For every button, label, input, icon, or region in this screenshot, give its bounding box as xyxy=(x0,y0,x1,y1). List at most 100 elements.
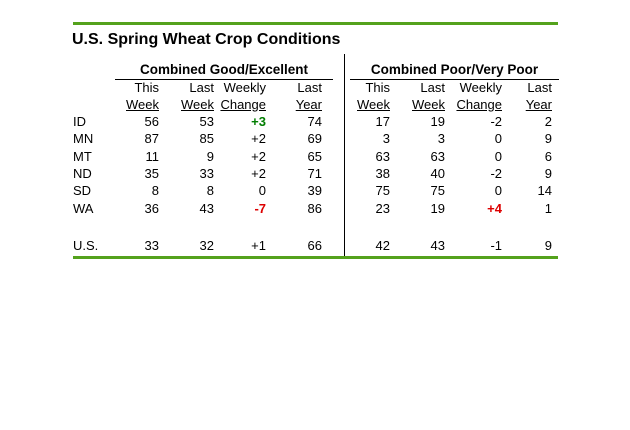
col-header-change: Change xyxy=(456,97,502,112)
last-year-value: 2 xyxy=(544,114,552,130)
weekly-change-value: +4 xyxy=(487,200,502,216)
pad-cell xyxy=(552,79,559,96)
this-week-value: 17 xyxy=(375,114,390,130)
col-header-this: This xyxy=(365,80,390,96)
spacer-row xyxy=(73,217,333,237)
table-row: 75 75 0 14 xyxy=(350,182,559,199)
last-year-value: 9 xyxy=(544,237,552,253)
table-row: MT 11 9 +2 65 xyxy=(73,148,333,165)
last-year-value: 39 xyxy=(307,183,322,199)
state-label: ND xyxy=(73,166,92,182)
state-label: SD xyxy=(73,183,92,199)
pad-cell xyxy=(552,148,559,165)
column-header-row-2: Week Week Change Year xyxy=(350,96,559,113)
last-year-value: 86 xyxy=(307,200,322,216)
table-row: 42 43 -1 9 xyxy=(350,237,559,254)
this-week-value: 38 xyxy=(375,166,390,182)
col-header-year: Year xyxy=(525,97,552,112)
this-week-value: 11 xyxy=(145,148,160,164)
weekly-change-value: 0 xyxy=(494,183,502,199)
weekly-change-value: -7 xyxy=(254,200,266,216)
table-row: SD 8 8 0 39 xyxy=(73,182,333,199)
col-header-weekly: Weekly xyxy=(459,80,502,96)
table-row: 23 19 +4 1 xyxy=(350,199,559,216)
pad-cell xyxy=(322,79,333,96)
last-week-value: 85 xyxy=(199,131,214,147)
section-header-good-excellent: Combined Good/Excellent xyxy=(115,60,334,80)
state-label: MT xyxy=(73,148,92,164)
last-week-value: 8 xyxy=(206,183,214,199)
col-header-week: Week xyxy=(126,97,159,112)
pad-cell xyxy=(322,165,333,182)
column-header-row-2: Week Week Change Year xyxy=(73,96,333,113)
this-week-value: 42 xyxy=(375,237,390,253)
last-week-value: 32 xyxy=(199,237,214,253)
section-divider-line xyxy=(344,54,345,256)
last-year-value: 65 xyxy=(307,148,322,164)
col-header-week: Week xyxy=(357,97,390,112)
empty-cell xyxy=(73,96,115,113)
weekly-change-value: 0 xyxy=(494,148,502,164)
last-week-value: 9 xyxy=(206,148,214,164)
spacer-row xyxy=(350,217,559,237)
table-row: U.S. 33 32 +1 66 xyxy=(73,237,333,254)
col-header-last: Last xyxy=(420,80,445,96)
state-label: ID xyxy=(73,114,86,130)
this-week-value: 8 xyxy=(151,183,159,199)
last-year-value: 9 xyxy=(544,131,552,147)
pad-cell xyxy=(552,237,559,254)
this-week-value: 3 xyxy=(382,131,390,147)
table-row: WA 36 43 -7 86 xyxy=(73,199,333,216)
pad-cell xyxy=(552,130,559,147)
section-header-poor-very-poor: Combined Poor/Very Poor xyxy=(350,60,560,80)
last-week-value: 43 xyxy=(430,237,445,253)
state-label: U.S. xyxy=(73,237,99,253)
this-week-value: 75 xyxy=(375,183,390,199)
last-week-value: 43 xyxy=(199,200,214,216)
weekly-change-value: -1 xyxy=(490,237,502,253)
col-header-last2: Last xyxy=(297,80,322,96)
last-week-value: 33 xyxy=(199,166,214,182)
empty-cell xyxy=(73,79,115,96)
this-week-value: 23 xyxy=(375,200,390,216)
this-week-value: 56 xyxy=(144,114,159,130)
col-header-weekly: Weekly xyxy=(223,80,266,96)
col-header-year: Year xyxy=(295,97,322,112)
col-header-change: Change xyxy=(220,97,266,112)
pad-cell xyxy=(552,96,559,113)
weekly-change-value: +3 xyxy=(251,114,266,130)
last-year-value: 1 xyxy=(544,200,552,216)
last-week-value: 3 xyxy=(437,131,445,147)
column-header-row-1: This Last Weekly Last xyxy=(73,79,333,96)
table-row: ND 35 33 +2 71 xyxy=(73,165,333,182)
state-label: WA xyxy=(73,200,94,216)
last-year-value: 9 xyxy=(544,166,552,182)
table-row: 3 3 0 9 xyxy=(350,130,559,147)
col-header-week2: Week xyxy=(412,97,445,112)
col-header-last: Last xyxy=(189,80,214,96)
pad-cell xyxy=(322,182,333,199)
pad-cell xyxy=(552,165,559,182)
top-green-rule xyxy=(73,22,558,25)
weekly-change-value: -2 xyxy=(490,114,502,130)
page-title: U.S. Spring Wheat Crop Conditions xyxy=(72,31,341,48)
table-row: MN 87 85 +2 69 xyxy=(73,130,333,147)
good-excellent-table: Combined Good/Excellent This Last Weekly… xyxy=(73,60,334,254)
last-year-value: 74 xyxy=(307,114,322,130)
col-header-this: This xyxy=(134,80,159,96)
poor-very-poor-table: Combined Poor/Very Poor This Last Weekly… xyxy=(350,60,560,254)
pad-cell xyxy=(322,113,333,130)
table-row: 17 19 -2 2 xyxy=(350,113,559,130)
this-week-value: 87 xyxy=(144,131,159,147)
this-week-value: 63 xyxy=(375,148,390,164)
last-week-value: 63 xyxy=(430,148,445,164)
pad-cell xyxy=(322,237,333,254)
this-week-value: 35 xyxy=(144,166,159,182)
last-week-value: 75 xyxy=(430,183,445,199)
last-year-value: 14 xyxy=(537,183,552,199)
last-week-value: 53 xyxy=(199,114,214,130)
table-row: 63 63 0 6 xyxy=(350,148,559,165)
this-week-value: 33 xyxy=(144,237,159,253)
section-header-row: Combined Poor/Very Poor xyxy=(350,60,560,80)
